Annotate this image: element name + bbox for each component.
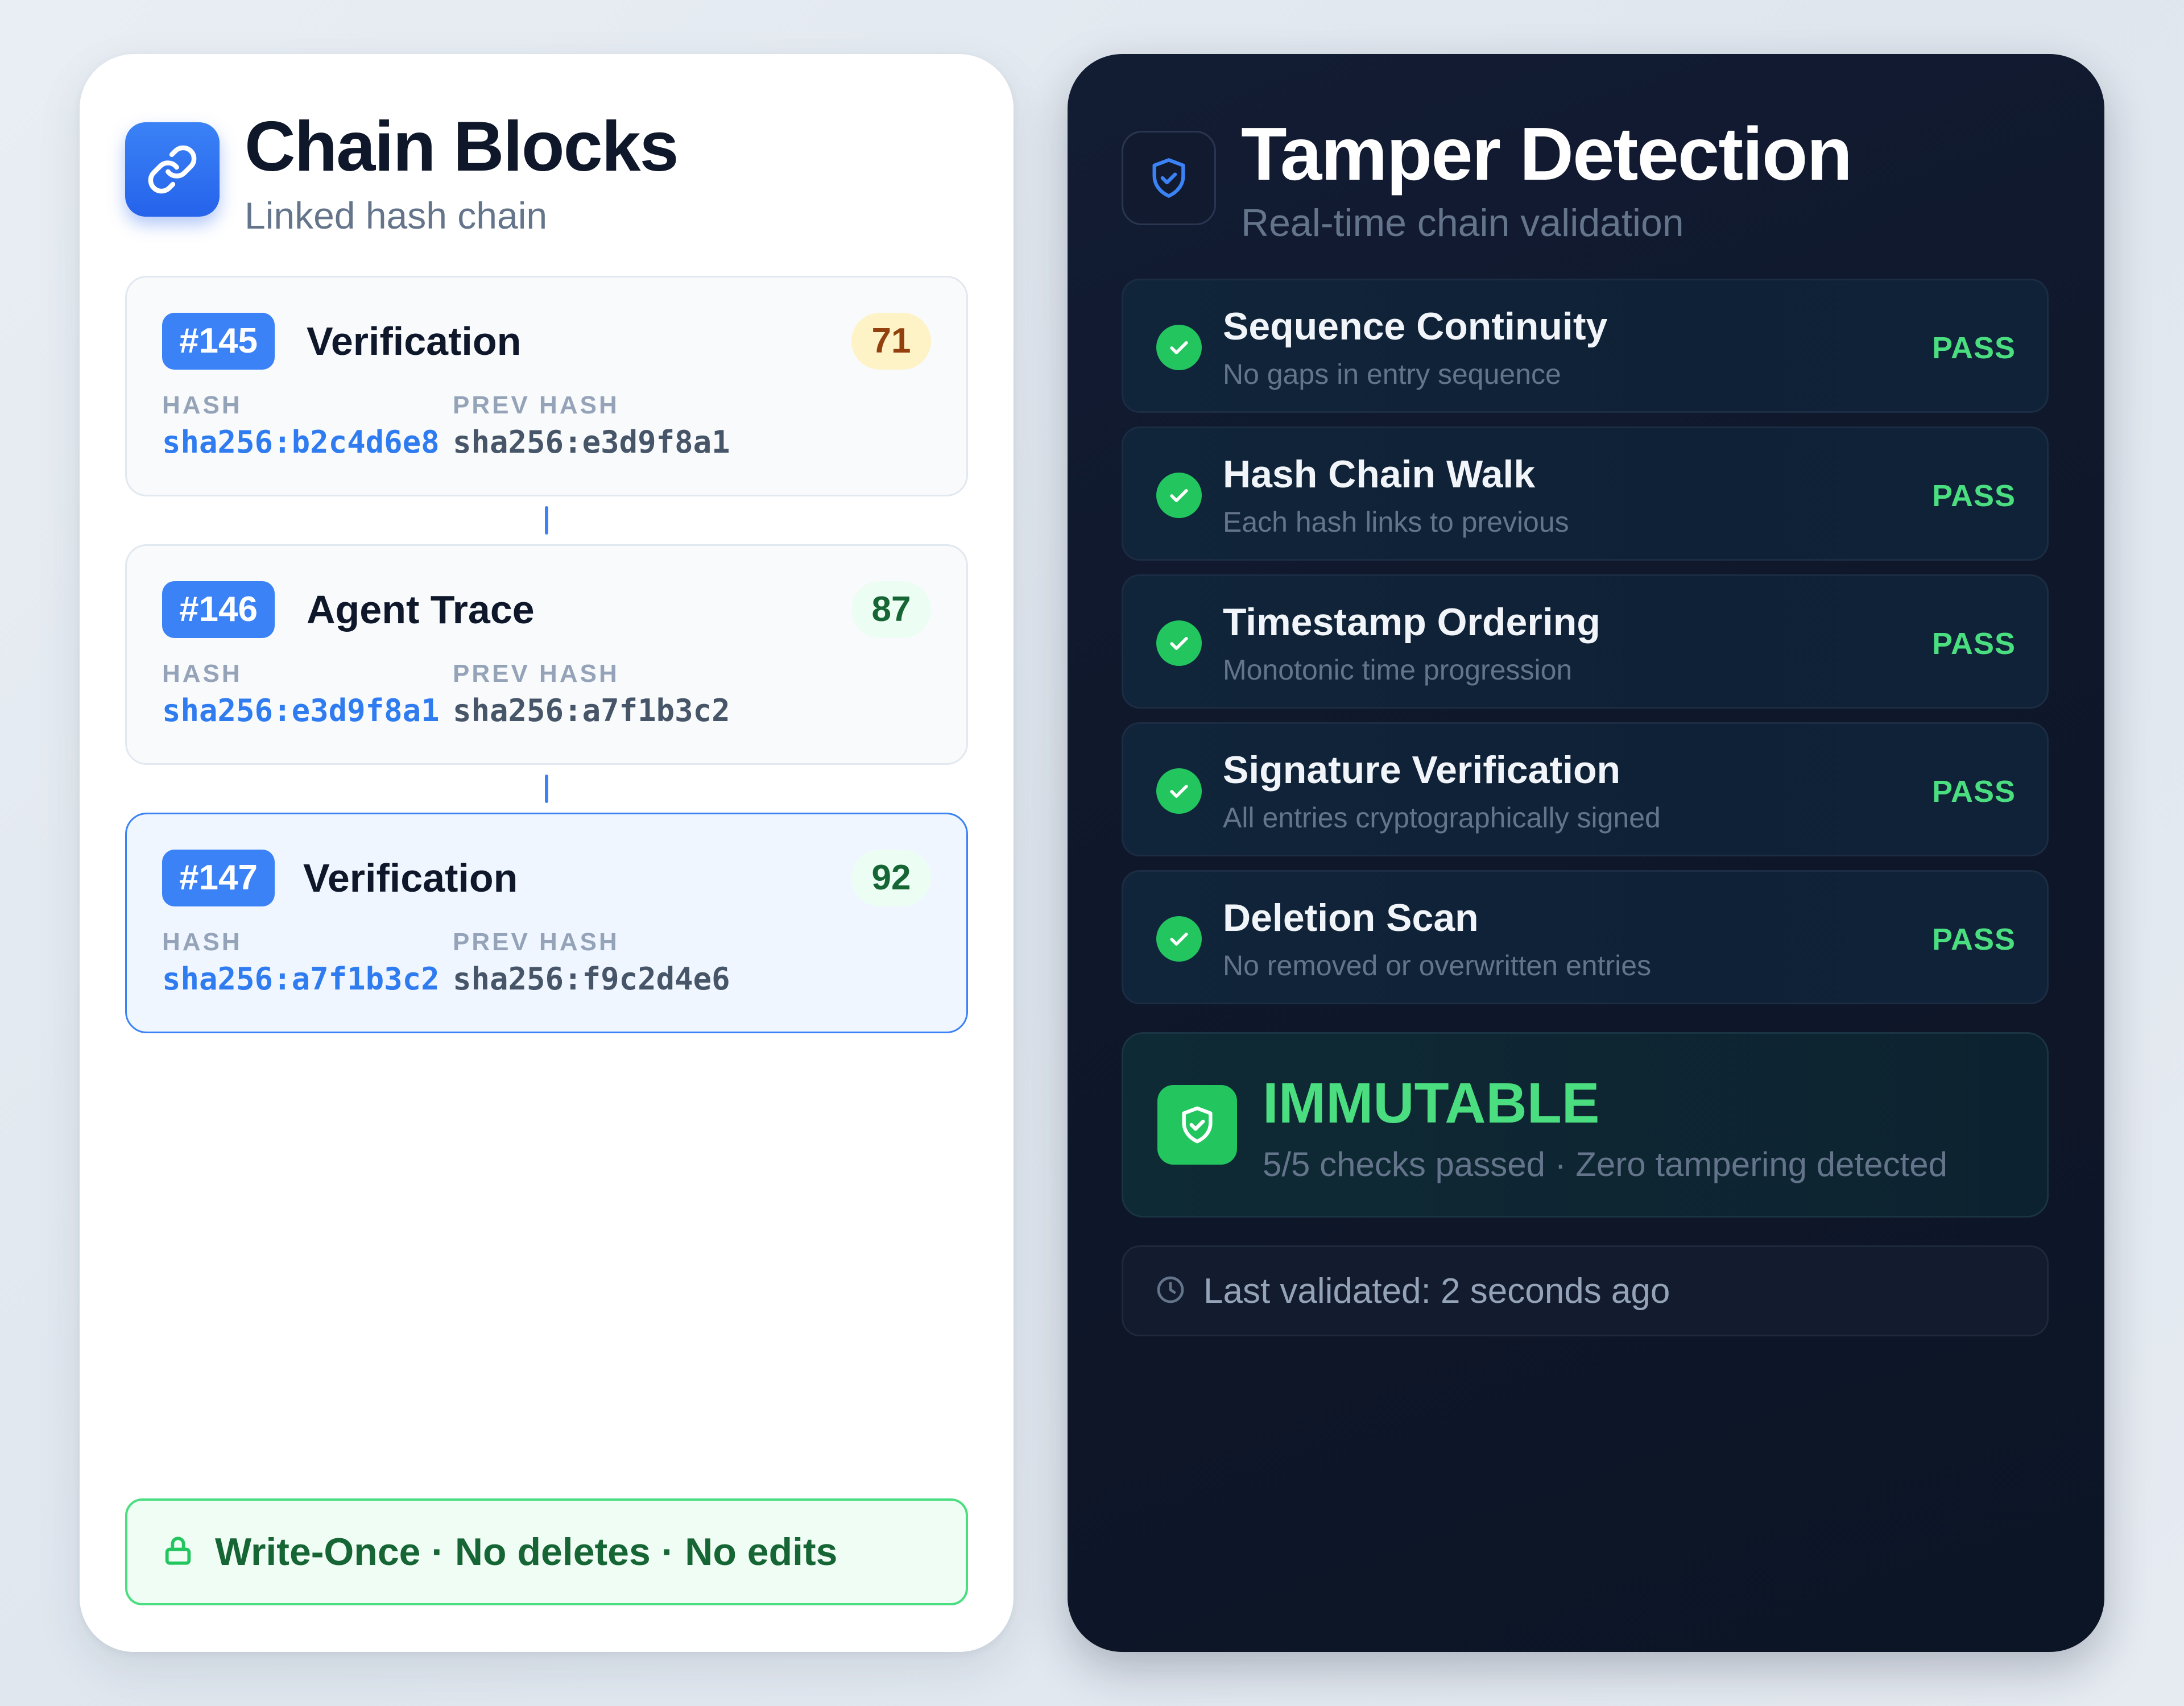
check-sequence-continuity[interactable]: Sequence Continuity No gaps in entry seq… bbox=[1122, 279, 2049, 413]
check-title: Timestamp Ordering bbox=[1223, 601, 1600, 644]
shield-check-icon bbox=[1122, 131, 1216, 225]
check-description: No gaps in entry sequence bbox=[1223, 358, 1561, 390]
check-hash-chain-walk[interactable]: Hash Chain Walk Each hash links to previ… bbox=[1122, 426, 2049, 561]
check-circle-icon bbox=[1156, 916, 1202, 962]
status-badge: PASS bbox=[1931, 922, 2016, 956]
check-title: Deletion Scan bbox=[1223, 896, 1479, 939]
immutable-title: IMMUTABLE bbox=[1263, 1071, 1600, 1135]
hash-value: sha256:a7f1b3c2 bbox=[162, 961, 440, 997]
write-once-banner: Write-Once · No deletes · No edits bbox=[125, 1498, 968, 1605]
link-icon bbox=[125, 122, 220, 217]
check-description: No removed or overwritten entries bbox=[1223, 950, 1652, 982]
chain-block-146[interactable]: #146 Agent Trace 87 HASH PREV HASH sha25… bbox=[125, 544, 968, 765]
shield-check-icon bbox=[1157, 1085, 1237, 1165]
page-title: Chain Blocks bbox=[245, 107, 679, 186]
prev-hash-label: PREV HASH bbox=[453, 928, 619, 956]
score-badge: 92 bbox=[851, 850, 931, 906]
check-description: Each hash links to previous bbox=[1223, 506, 1569, 538]
panel-subtitle: Real-time chain validation bbox=[1241, 201, 1684, 245]
check-description: Monotonic time progression bbox=[1223, 654, 1573, 686]
check-description: All entries cryptographically signed bbox=[1223, 802, 1661, 834]
block-id-badge: #146 bbox=[162, 581, 275, 638]
hash-label: HASH bbox=[162, 391, 242, 419]
block-name: Verification bbox=[303, 856, 518, 900]
chain-block-145[interactable]: #145 Verification 71 HASH PREV HASH sha2… bbox=[125, 276, 968, 496]
check-timestamp-ordering[interactable]: Timestamp Ordering Monotonic time progre… bbox=[1122, 574, 2049, 709]
write-once-text: Write-Once · No deletes · No edits bbox=[215, 1530, 838, 1574]
chain-blocks-panel: Chain Blocks Linked hash chain #145 Veri… bbox=[80, 54, 1014, 1652]
prev-hash-value: sha256:f9c2d4e6 bbox=[453, 961, 730, 997]
panel-title: Tamper Detection bbox=[1241, 112, 1852, 196]
check-title: Hash Chain Walk bbox=[1223, 453, 1536, 496]
status-badge: PASS bbox=[1931, 331, 2016, 365]
hash-value: sha256:e3d9f8a1 bbox=[162, 693, 440, 728]
status-badge: PASS bbox=[1931, 479, 2016, 513]
hash-value: sha256:b2c4d6e8 bbox=[162, 424, 440, 460]
hash-label: HASH bbox=[162, 660, 242, 688]
tamper-detection-panel: Tamper Detection Real-time chain validat… bbox=[1068, 54, 2104, 1652]
check-circle-icon bbox=[1156, 473, 1202, 518]
check-title: Sequence Continuity bbox=[1223, 305, 1608, 348]
check-circle-icon bbox=[1156, 620, 1202, 666]
prev-hash-value: sha256:e3d9f8a1 bbox=[453, 424, 730, 460]
lock-icon bbox=[162, 1534, 195, 1570]
block-id-badge: #145 bbox=[162, 313, 275, 370]
status-badge: PASS bbox=[1931, 775, 2016, 809]
check-circle-icon bbox=[1156, 768, 1202, 814]
prev-hash-value: sha256:a7f1b3c2 bbox=[453, 693, 730, 728]
check-title: Signature Verification bbox=[1223, 748, 1621, 792]
block-name: Agent Trace bbox=[307, 587, 535, 632]
chain-connector bbox=[545, 506, 548, 535]
block-id-badge: #147 bbox=[162, 850, 275, 906]
block-name: Verification bbox=[307, 319, 522, 363]
hash-label: HASH bbox=[162, 928, 242, 956]
score-badge: 71 bbox=[851, 313, 931, 370]
score-badge: 87 bbox=[851, 581, 931, 638]
last-validated-bar: Last validated: 2 seconds ago bbox=[1122, 1245, 2049, 1336]
last-validated-text: Last validated: 2 seconds ago bbox=[1203, 1271, 1670, 1311]
check-signature-verification[interactable]: Signature Verification All entries crypt… bbox=[1122, 722, 2049, 856]
immutable-result: IMMUTABLE 5/5 checks passed · Zero tampe… bbox=[1122, 1032, 2049, 1218]
chain-block-147[interactable]: #147 Verification 92 HASH PREV HASH sha2… bbox=[125, 813, 968, 1033]
immutable-summary: 5/5 checks passed · Zero tampering detec… bbox=[1263, 1145, 1947, 1183]
prev-hash-label: PREV HASH bbox=[453, 660, 619, 688]
page-subtitle: Linked hash chain bbox=[245, 194, 548, 237]
status-badge: PASS bbox=[1931, 627, 2016, 661]
prev-hash-label: PREV HASH bbox=[453, 391, 619, 419]
check-deletion-scan[interactable]: Deletion Scan No removed or overwritten … bbox=[1122, 870, 2049, 1004]
clock-icon bbox=[1155, 1274, 1186, 1309]
chain-connector bbox=[545, 775, 548, 803]
check-circle-icon bbox=[1156, 325, 1202, 370]
